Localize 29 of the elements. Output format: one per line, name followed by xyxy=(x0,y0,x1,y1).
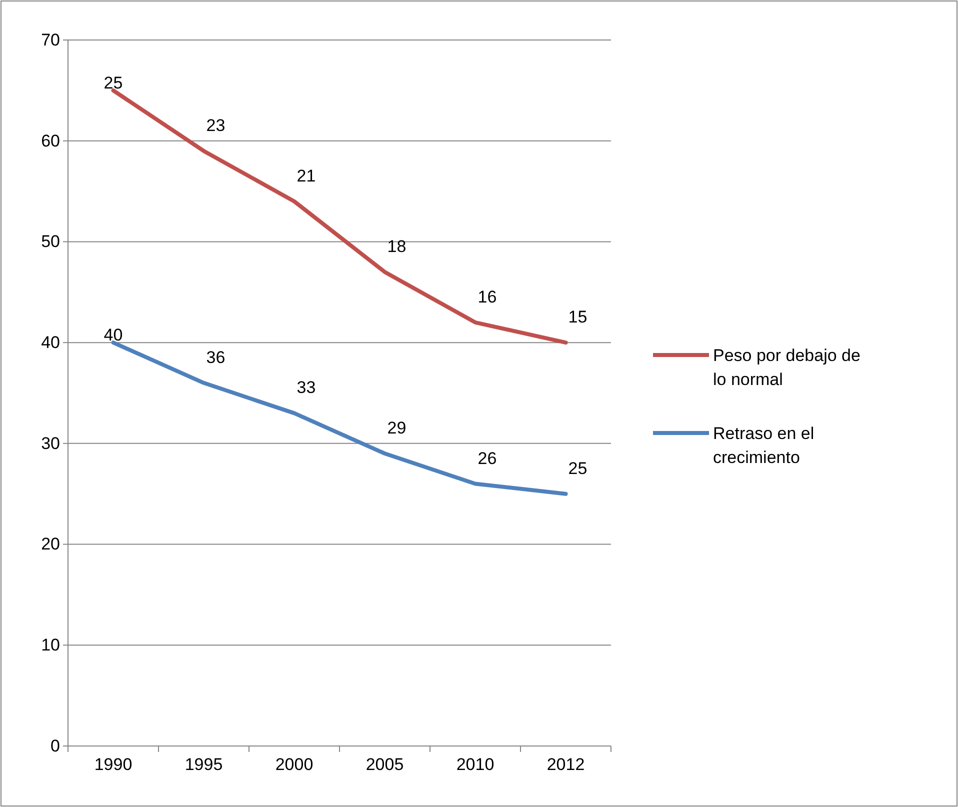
data-label: 33 xyxy=(296,378,316,398)
y-tick-label: 60 xyxy=(41,131,60,150)
annotation: 23 xyxy=(206,116,226,135)
legend-label: Retraso en el crecimiento xyxy=(713,424,814,467)
y-tick-label: 10 xyxy=(41,636,60,655)
legend-label: Peso por debajo de lo normal xyxy=(713,346,860,389)
data-label: 40 xyxy=(104,326,123,345)
x-tick-label: 1990 xyxy=(94,755,132,774)
annotation: 25 xyxy=(104,73,123,92)
y-tick-label: 70 xyxy=(41,30,60,50)
data-label: 36 xyxy=(206,348,226,367)
annotation: 21 xyxy=(296,166,316,186)
data-label: 26 xyxy=(478,448,497,468)
annotation: 18 xyxy=(387,236,406,256)
y-tick-label: 0 xyxy=(50,736,60,756)
x-tick-label: 1995 xyxy=(184,755,223,774)
y-tick-label: 20 xyxy=(41,534,60,554)
data-label: 25 xyxy=(568,458,588,478)
x-tick-label: 2005 xyxy=(366,755,404,774)
y-tick-label: 50 xyxy=(41,232,60,252)
x-tick-label: 2010 xyxy=(456,755,494,774)
x-tick-label: 2000 xyxy=(275,755,314,774)
y-tick-label: 30 xyxy=(41,434,60,453)
y-tick-label: 40 xyxy=(41,333,60,352)
x-tick-label: 2012 xyxy=(546,755,585,774)
line-series xyxy=(111,340,568,496)
annotation: 15 xyxy=(568,308,588,327)
data-label: 29 xyxy=(387,418,406,438)
annotation: 16 xyxy=(478,287,497,306)
